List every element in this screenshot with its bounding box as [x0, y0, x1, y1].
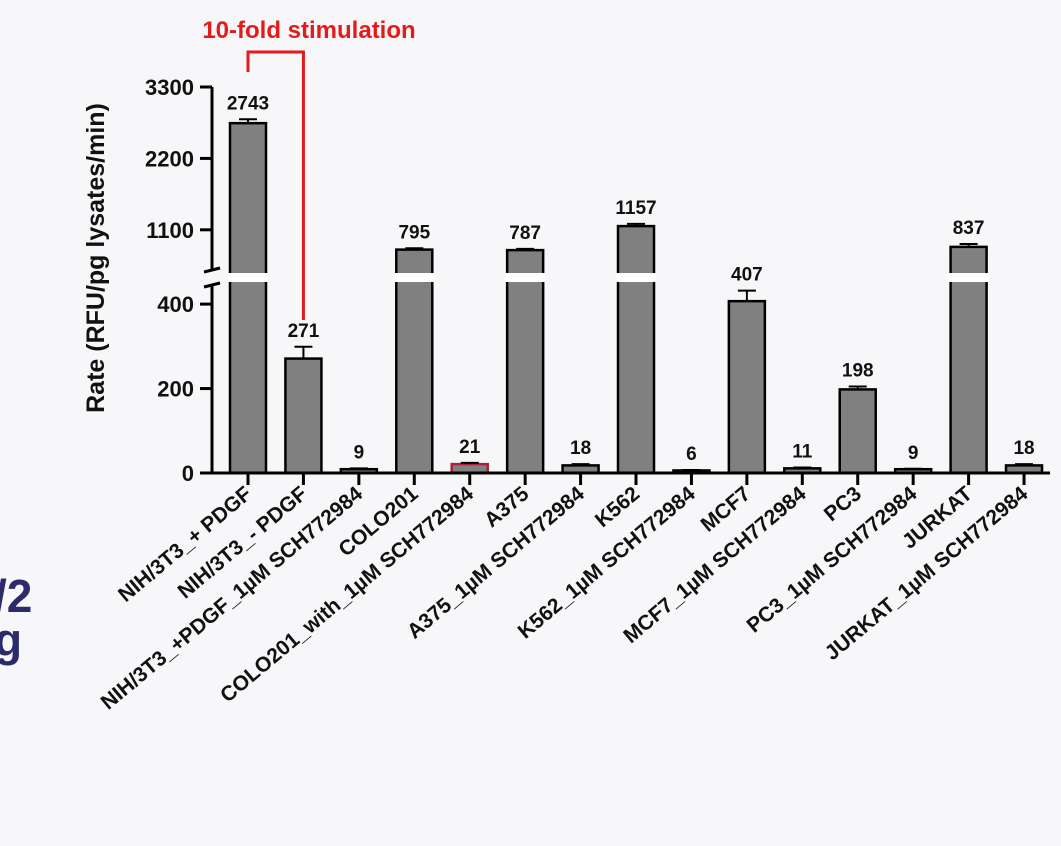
data-label: 787 — [509, 223, 541, 244]
data-label: 407 — [731, 265, 763, 286]
data-label: 11 — [792, 442, 813, 463]
data-label: 6 — [686, 444, 697, 465]
bar — [949, 245, 988, 475]
y-tick-label: 400 — [157, 292, 194, 317]
data-label: 9 — [908, 443, 919, 464]
data-label: 18 — [570, 438, 591, 459]
y-tick-label: 200 — [157, 377, 194, 402]
annotation-label: 10-fold stimulation — [202, 17, 415, 44]
data-label: 21 — [459, 437, 481, 458]
data-label: 2743 — [227, 93, 269, 114]
annotation-bracket — [246, 50, 305, 320]
y-tick-label: 2200 — [145, 146, 194, 171]
y-tick-label: 1100 — [146, 218, 194, 243]
bar — [505, 248, 545, 475]
axis-break-gap — [616, 273, 657, 282]
axis-break-gap — [948, 273, 989, 282]
data-label: 837 — [953, 218, 985, 239]
data-label: 9 — [354, 442, 365, 463]
y-tick-label: 0 — [182, 461, 194, 486]
bar — [838, 388, 877, 475]
axis-break-gap — [394, 273, 435, 282]
data-label: 1157 — [615, 198, 656, 219]
cropped-text-line-2: g — [0, 614, 22, 666]
cropped-slide-text: /2 g — [0, 570, 32, 666]
axis-break-gap — [228, 273, 268, 282]
y-tick-label: 3300 — [145, 75, 194, 100]
y-axis-label: Rate (RFU/pg lysates/min) — [82, 103, 110, 413]
bar — [395, 248, 434, 475]
data-label: 795 — [398, 222, 430, 243]
data-label: 18 — [1013, 438, 1034, 459]
bar — [616, 224, 656, 475]
axis-break-gap — [505, 273, 546, 282]
y-axis-break-mark — [203, 281, 221, 289]
bar — [727, 299, 767, 475]
data-label: 271 — [288, 321, 320, 342]
y-axis-break-mark — [203, 266, 221, 274]
x-tick-label: PC3 — [820, 482, 866, 526]
cropped-text-line-1: /2 — [0, 570, 32, 622]
bar — [284, 357, 323, 475]
bar — [228, 121, 268, 475]
data-label: 198 — [842, 360, 874, 381]
